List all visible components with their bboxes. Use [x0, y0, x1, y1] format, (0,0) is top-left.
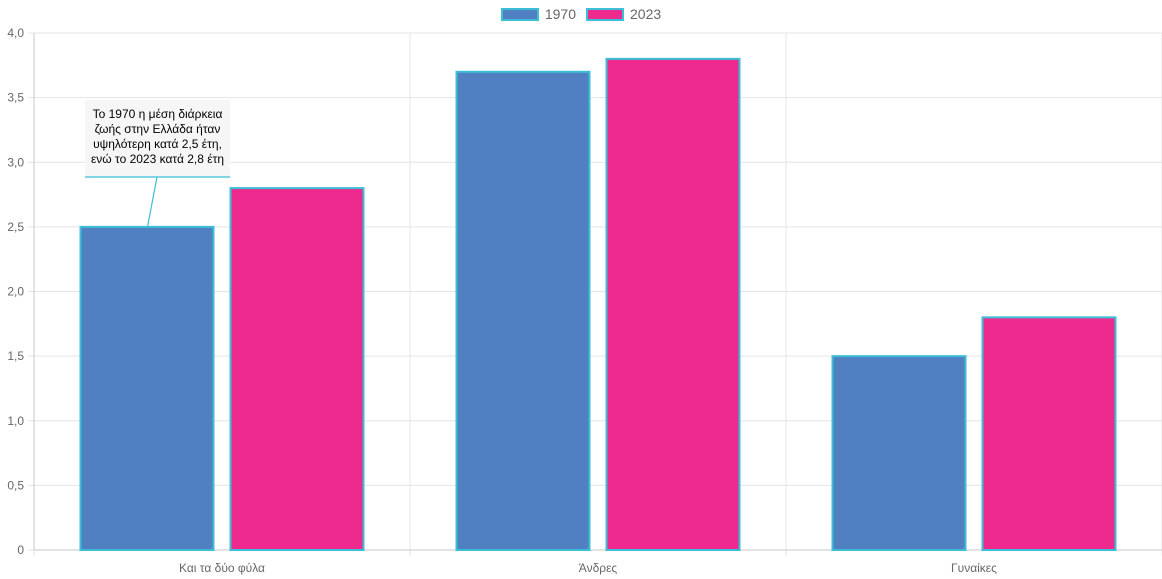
legend-label-2023: 2023 — [630, 6, 662, 22]
legend-swatch-1970 — [500, 7, 539, 21]
bar-2023-0 — [229, 187, 365, 551]
y-tick-label: 2,5 — [7, 220, 24, 234]
legend: 1970 2023 — [0, 6, 1162, 22]
y-tick-label: 0 — [17, 543, 24, 557]
legend-swatch-2023 — [586, 7, 624, 21]
y-tick-label: 3,0 — [7, 155, 24, 169]
y-tick-label: 1,0 — [7, 414, 24, 428]
annotation-text-line: ενώ το 2023 κατά 2,8 έτη — [91, 152, 224, 166]
legend-item-1970[interactable]: 1970 — [500, 6, 576, 22]
y-tick-label: 3,5 — [7, 91, 24, 105]
y-tick-label: 4,0 — [7, 26, 24, 40]
legend-item-2023[interactable]: 2023 — [586, 6, 661, 22]
x-tick-label: Γυναίκες — [951, 561, 997, 575]
x-tick-label: Και τα δύο φύλα — [179, 561, 265, 575]
bar-2023-2 — [981, 316, 1117, 551]
x-tick-label: Άνδρες — [579, 561, 618, 575]
bar-1970-2 — [831, 355, 967, 551]
annotation-text-line: ζωής στην Ελλάδα ήταν — [95, 122, 221, 136]
annotation-connector — [146, 176, 158, 227]
annotation-text-line: υψηλότερη κατά 2,5 έτη, — [93, 137, 222, 151]
bar-2023-1 — [605, 57, 741, 551]
annotation-box — [85, 100, 230, 177]
y-tick-label: 1,5 — [7, 349, 24, 363]
bar-1970-1 — [455, 70, 591, 552]
y-tick-label: 2,0 — [7, 285, 24, 299]
annotation-text-line: Το 1970 η μέση διάρκεια — [93, 107, 223, 121]
legend-label-1970: 1970 — [544, 6, 576, 22]
bar-1970-0 — [79, 225, 215, 551]
y-tick-label: 0,5 — [7, 478, 24, 492]
